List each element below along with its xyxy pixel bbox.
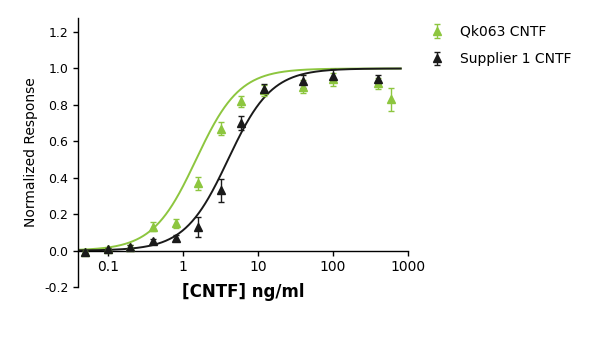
Legend: Qk063 CNTF, Supplier 1 CNTF: Qk063 CNTF, Supplier 1 CNTF (422, 25, 572, 66)
X-axis label: [CNTF] ng/ml: [CNTF] ng/ml (182, 283, 304, 301)
Y-axis label: Normalized Response: Normalized Response (25, 77, 38, 227)
